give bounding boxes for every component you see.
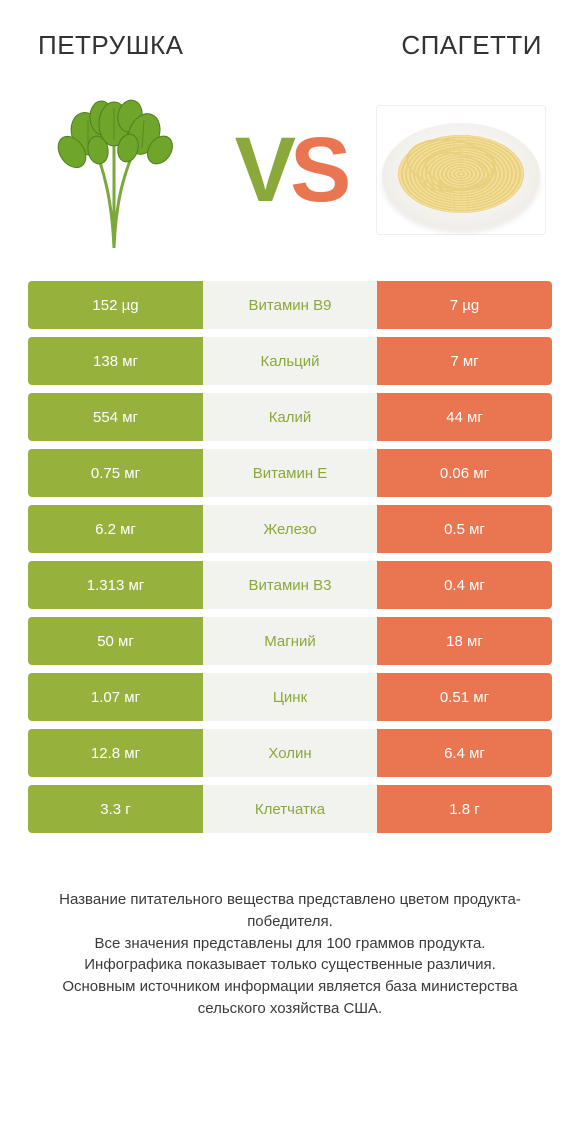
right-food-image (376, 85, 546, 255)
table-row: 3.3 гКлетчатка1.8 г (28, 785, 552, 833)
left-value-cell: 554 мг (28, 393, 203, 441)
nutrient-name-cell: Магний (203, 617, 377, 665)
vs-label: VS (235, 124, 346, 216)
nutrient-name-cell: Холин (203, 729, 377, 777)
left-value-cell: 1.313 мг (28, 561, 203, 609)
right-food-title: СПАГЕТТИ (401, 30, 542, 61)
right-value-cell: 0.51 мг (377, 673, 552, 721)
left-value-cell: 152 µg (28, 281, 203, 329)
left-value-cell: 1.07 мг (28, 673, 203, 721)
nutrient-name-cell: Витамин E (203, 449, 377, 497)
nutrient-name-cell: Витамин B9 (203, 281, 377, 329)
footer-line: Все значения представлены для 100 граммо… (32, 933, 548, 955)
right-value-cell: 7 мг (377, 337, 552, 385)
parsley-icon (44, 90, 194, 250)
nutrient-name-cell: Цинк (203, 673, 377, 721)
table-row: 1.313 мгВитамин B30.4 мг (28, 561, 552, 609)
table-row: 12.8 мгХолин6.4 мг (28, 729, 552, 777)
right-value-cell: 0.5 мг (377, 505, 552, 553)
right-value-cell: 18 мг (377, 617, 552, 665)
left-value-cell: 3.3 г (28, 785, 203, 833)
left-value-cell: 6.2 мг (28, 505, 203, 553)
footer-line: Название питательного вещества представл… (32, 889, 548, 933)
left-value-cell: 0.75 мг (28, 449, 203, 497)
right-value-cell: 0.4 мг (377, 561, 552, 609)
left-food-title: ПЕТРУШКА (38, 30, 184, 61)
vs-letter-v: V (235, 124, 290, 216)
right-value-cell: 0.06 мг (377, 449, 552, 497)
footer-notes: Название питательного вещества представл… (28, 889, 552, 1020)
header: ПЕТРУШКА СПАГЕТТИ (28, 30, 552, 61)
left-food-image (34, 85, 204, 255)
table-row: 138 мгКальций7 мг (28, 337, 552, 385)
table-row: 1.07 мгЦинк0.51 мг (28, 673, 552, 721)
nutrient-name-cell: Витамин B3 (203, 561, 377, 609)
spaghetti-icon (376, 105, 546, 235)
right-value-cell: 7 µg (377, 281, 552, 329)
vs-letter-s: S (290, 124, 345, 216)
right-value-cell: 1.8 г (377, 785, 552, 833)
table-row: 554 мгКалий44 мг (28, 393, 552, 441)
table-row: 0.75 мгВитамин E0.06 мг (28, 449, 552, 497)
table-row: 50 мгМагний18 мг (28, 617, 552, 665)
nutrient-name-cell: Калий (203, 393, 377, 441)
left-value-cell: 12.8 мг (28, 729, 203, 777)
right-value-cell: 44 мг (377, 393, 552, 441)
nutrient-name-cell: Кальций (203, 337, 377, 385)
nutrient-name-cell: Железо (203, 505, 377, 553)
left-value-cell: 138 мг (28, 337, 203, 385)
table-row: 152 µgВитамин B97 µg (28, 281, 552, 329)
footer-line: Основным источником информации является … (32, 976, 548, 1020)
right-value-cell: 6.4 мг (377, 729, 552, 777)
nutrient-table: 152 µgВитамин B97 µg 138 мгКальций7 мг 554… (28, 281, 552, 841)
left-value-cell: 50 мг (28, 617, 203, 665)
nutrient-name-cell: Клетчатка (203, 785, 377, 833)
footer-line: Инфографика показывает только существенн… (32, 954, 548, 976)
vs-row: VS (28, 85, 552, 255)
table-row: 6.2 мгЖелезо0.5 мг (28, 505, 552, 553)
